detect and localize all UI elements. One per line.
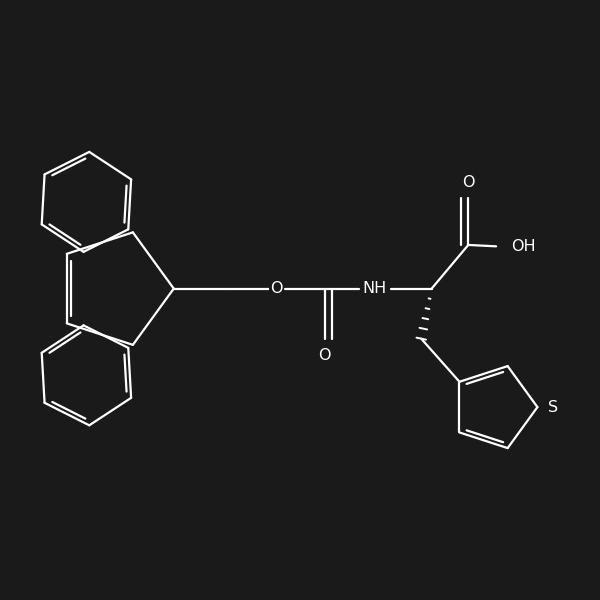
Text: S: S bbox=[548, 400, 558, 415]
Text: NH: NH bbox=[362, 281, 387, 296]
Text: O: O bbox=[319, 348, 331, 363]
Text: O: O bbox=[271, 281, 283, 296]
Text: OH: OH bbox=[511, 239, 536, 254]
Text: O: O bbox=[462, 175, 475, 190]
